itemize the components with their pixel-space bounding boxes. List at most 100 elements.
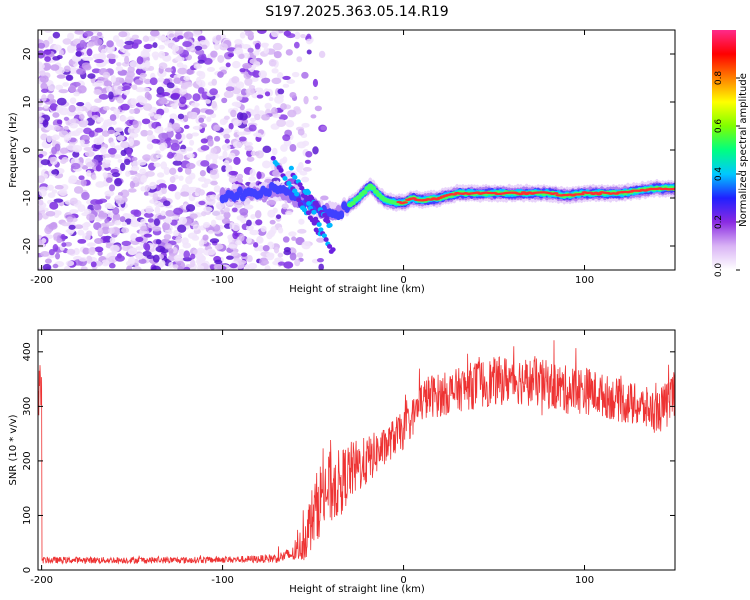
noise-cell	[86, 213, 96, 221]
noise-cell	[140, 218, 147, 224]
noise-cell	[212, 158, 218, 165]
noise-cell	[38, 189, 47, 197]
noise-cell	[248, 124, 257, 132]
noise-cell	[170, 92, 181, 99]
noise-cell	[225, 81, 236, 89]
colorbar-tick-label: 0.0	[714, 263, 724, 278]
signal-cell	[578, 192, 585, 196]
noise-cell	[101, 226, 111, 235]
noise-cell	[69, 122, 79, 129]
noise-cell	[235, 239, 242, 246]
noise-cell	[109, 237, 116, 244]
noise-cell	[86, 170, 92, 177]
signal-cell	[552, 192, 559, 195]
figure-title: S197.2025.363.05.14.R19	[265, 4, 448, 20]
noise-cell	[239, 68, 246, 73]
noise-cell	[143, 191, 150, 196]
noise-cell	[312, 78, 319, 88]
colorbar-tick-label: 0.2	[714, 215, 724, 229]
noise-cell	[257, 245, 264, 252]
noise-cell	[61, 222, 71, 227]
noise-cell	[198, 117, 205, 123]
noise-cell	[169, 167, 177, 175]
signal-cell	[236, 186, 243, 196]
noise-cell	[59, 147, 69, 154]
noise-cell	[213, 264, 224, 270]
noise-cell	[48, 248, 55, 256]
noise-cell	[47, 184, 54, 191]
spectrogram-heatmap	[38, 30, 675, 270]
noise-cell	[58, 188, 68, 197]
noise-cell	[253, 242, 259, 248]
noise-cell	[151, 226, 162, 232]
noise-cell	[143, 242, 149, 250]
noise-cell	[94, 246, 104, 253]
noise-cell	[231, 76, 240, 84]
x-tick-label: -100	[211, 575, 234, 586]
noise-cell	[169, 113, 178, 120]
noise-cell	[88, 246, 96, 256]
noise-cell	[133, 108, 141, 114]
noise-cell	[128, 138, 134, 147]
noise-cell	[229, 222, 235, 230]
noise-cell	[38, 123, 44, 129]
noise-cell	[210, 219, 217, 227]
noise-cell	[38, 153, 44, 158]
y-tick-label: 400	[22, 342, 33, 361]
noise-cell	[122, 48, 129, 54]
noise-cell	[254, 210, 262, 219]
noise-cell	[203, 57, 213, 65]
noise-cell	[232, 231, 239, 240]
noise-cell	[38, 42, 46, 49]
noise-cell	[222, 150, 228, 159]
noise-cell	[73, 186, 84, 194]
noise-cell	[237, 131, 247, 136]
noise-cell	[236, 173, 244, 180]
noise-cell	[141, 118, 151, 125]
noise-cell	[148, 112, 155, 117]
noise-cell	[92, 53, 101, 60]
noise-cell	[285, 211, 293, 216]
signal-track-layer	[396, 187, 675, 205]
noise-cell	[209, 164, 219, 169]
noise-cell	[185, 68, 195, 75]
noise-cell	[244, 77, 253, 86]
signal-cell	[338, 210, 345, 220]
noise-cell	[261, 114, 270, 121]
signal-cell	[265, 188, 272, 197]
noise-cell	[268, 96, 274, 102]
noise-cell	[169, 139, 179, 144]
streak-cell	[282, 176, 288, 181]
noise-cell	[221, 165, 227, 173]
noise-cell	[203, 206, 213, 213]
noise-cell	[185, 204, 196, 212]
noise-cell	[160, 91, 171, 97]
noise-cell	[39, 75, 49, 83]
noise-cell	[180, 191, 190, 197]
noise-cell	[269, 219, 276, 225]
noise-cell	[83, 146, 94, 152]
noise-cell	[78, 175, 85, 181]
noise-cell	[207, 229, 214, 235]
noise-cell	[179, 96, 187, 105]
noise-cell	[61, 242, 67, 248]
noise-cell	[98, 93, 109, 100]
noise-cell	[103, 105, 110, 111]
noise-cell	[131, 156, 138, 162]
noise-cell	[47, 192, 56, 198]
noise-cell	[69, 209, 79, 214]
noise-cell	[162, 222, 170, 231]
noise-cell	[38, 238, 43, 247]
noise-cell	[127, 256, 136, 265]
noise-cell	[246, 254, 253, 263]
noise-cell	[270, 30, 280, 38]
noise-cell	[189, 247, 198, 255]
noise-cell	[297, 228, 307, 234]
noise-cell	[268, 58, 277, 67]
noise-cell	[144, 184, 151, 192]
noise-cell	[262, 244, 270, 252]
noise-cell	[144, 91, 151, 100]
noise-cell	[71, 81, 81, 87]
noise-cell	[320, 125, 327, 131]
y-tick-label: 20	[22, 48, 33, 61]
